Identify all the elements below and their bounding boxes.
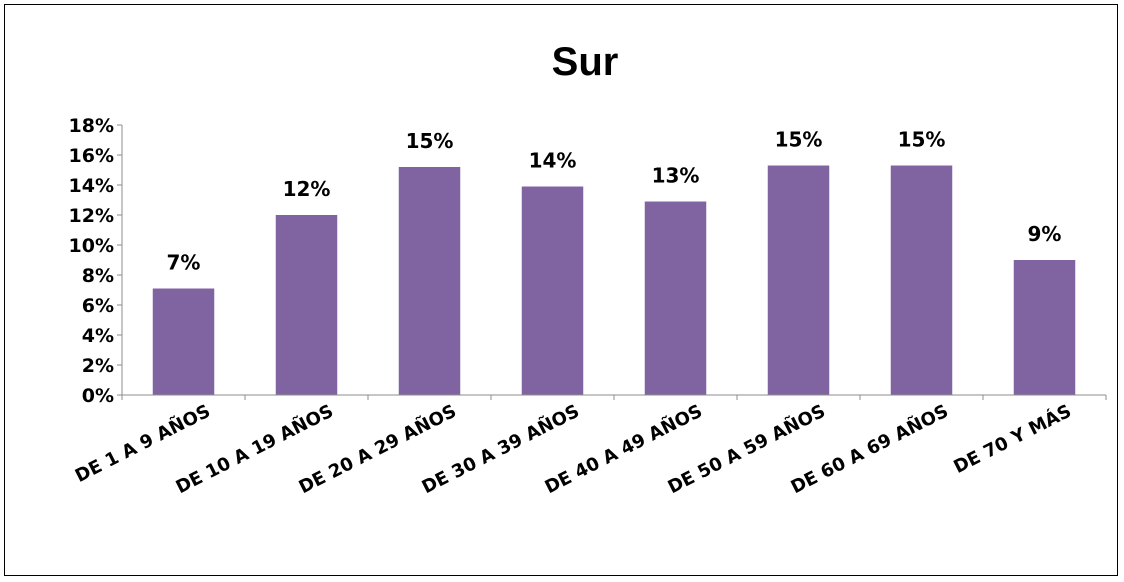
bar — [890, 165, 953, 395]
bar — [1013, 260, 1076, 395]
chart-title: Sur — [552, 40, 619, 84]
data-label: 15% — [898, 128, 946, 152]
y-tick-label: 0% — [82, 385, 114, 407]
y-tick-label: 2% — [82, 355, 114, 377]
data-label: 7% — [167, 251, 201, 275]
bar — [152, 288, 215, 395]
bar — [644, 201, 707, 395]
data-label: 15% — [406, 129, 454, 153]
data-label: 12% — [283, 177, 331, 201]
y-tick-label: 4% — [82, 325, 114, 347]
y-tick-label: 6% — [82, 295, 114, 317]
data-label: 15% — [775, 128, 823, 152]
bar — [398, 167, 461, 395]
y-tick-label: 12% — [69, 205, 114, 227]
y-tick-label: 8% — [82, 265, 114, 287]
y-tick-label: 14% — [69, 175, 114, 197]
bars-group — [152, 165, 1076, 395]
data-labels-group: 7% 12% 15% 14% 13% 15% 15% 9% — [167, 128, 1062, 275]
y-tick-label: 16% — [69, 145, 114, 167]
data-label: 9% — [1028, 222, 1062, 246]
data-label: 14% — [529, 149, 577, 173]
y-tick-label: 10% — [69, 235, 114, 257]
bar — [275, 215, 338, 395]
x-category-label: DE 70 Y MÁS — [950, 400, 1075, 478]
y-axis: 0% 2% 4% 6% 8% 10% 12% 14% 16% 18% — [69, 115, 123, 407]
y-tick-label: 18% — [69, 115, 114, 137]
bar — [767, 165, 830, 395]
bar — [521, 186, 584, 395]
data-label: 13% — [652, 164, 700, 188]
